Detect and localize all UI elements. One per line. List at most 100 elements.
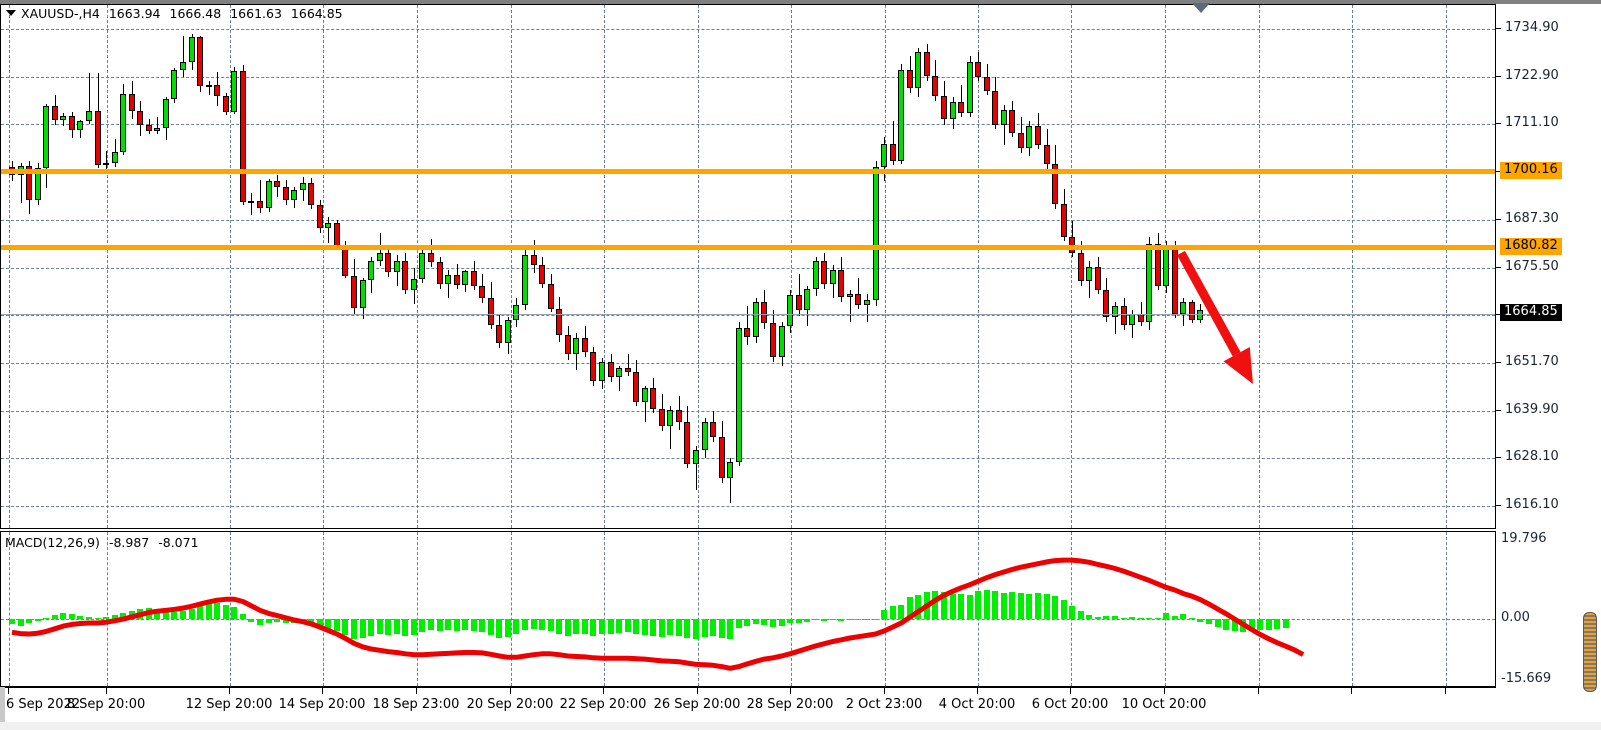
candle-body-bullish bbox=[873, 166, 879, 301]
candle-body-bullish bbox=[60, 115, 66, 120]
candle-body-bearish bbox=[590, 352, 596, 382]
macd-histogram-bar bbox=[779, 619, 785, 627]
candle-wick bbox=[21, 162, 22, 204]
macd-histogram-bar bbox=[342, 619, 348, 635]
candle-body-bearish bbox=[684, 422, 690, 465]
triangle-down-icon[interactable] bbox=[6, 10, 16, 16]
price-level-tag[interactable]: 1680.82 bbox=[1500, 238, 1562, 255]
macd-histogram-bar bbox=[932, 590, 938, 620]
time-axis-rule bbox=[0, 687, 1496, 688]
price-chart-pane[interactable] bbox=[0, 4, 1496, 529]
macd-histogram-bar bbox=[761, 619, 767, 626]
time-axis-left-edge bbox=[0, 687, 5, 722]
candle-body-bullish bbox=[1112, 305, 1118, 317]
macd-histogram-bar bbox=[967, 595, 973, 620]
macd-histogram-bar bbox=[248, 619, 254, 622]
price-axis-label: 1651.70 bbox=[1505, 354, 1559, 369]
macd-histogram-bar bbox=[1189, 618, 1195, 620]
macd-histogram-bar bbox=[1078, 611, 1084, 620]
axis-tick bbox=[1496, 410, 1501, 411]
gridline-vertical bbox=[1352, 532, 1353, 686]
macd-histogram-bar bbox=[9, 619, 15, 625]
time-axis-label: 20 Sep 20:00 bbox=[466, 697, 554, 712]
candle-body-bearish bbox=[471, 271, 477, 286]
price-axis-label: 1675.50 bbox=[1505, 259, 1559, 274]
macd-signal-line bbox=[11, 557, 1305, 671]
macd-histogram-bar bbox=[548, 619, 554, 632]
macd-axis-label: -15.669 bbox=[1501, 671, 1552, 686]
candle-body-bullish bbox=[189, 36, 195, 63]
scrollbar-thumb[interactable] bbox=[1583, 612, 1597, 692]
macd-histogram-bar bbox=[1163, 612, 1169, 620]
candle-body-bearish bbox=[1189, 302, 1195, 321]
candle-body-bearish bbox=[1052, 164, 1058, 205]
candle-body-bullish bbox=[300, 182, 306, 190]
candle-body-bullish bbox=[1180, 302, 1186, 314]
candle-body-bearish bbox=[317, 205, 323, 228]
time-axis-label: 12 Sep 20:00 bbox=[185, 697, 273, 712]
bearish-arrow[interactable] bbox=[1, 5, 1495, 528]
candle-body-bearish bbox=[1061, 204, 1067, 238]
resistance-level[interactable] bbox=[1, 169, 1495, 174]
macd-histogram-bar bbox=[1052, 596, 1058, 620]
gridline-vertical bbox=[1165, 532, 1166, 686]
macd-histogram-bar bbox=[471, 619, 477, 632]
macd-histogram-bar bbox=[1035, 592, 1041, 620]
gridline-vertical bbox=[791, 532, 792, 686]
candle-wick bbox=[328, 217, 329, 243]
price-axis[interactable]: 1734.901722.901711.101699.301687.301675.… bbox=[1496, 4, 1601, 529]
gridline-vertical bbox=[511, 5, 512, 528]
macd-histogram-bar bbox=[1274, 619, 1280, 629]
axis-tick bbox=[1496, 362, 1501, 363]
candle-body-bearish bbox=[770, 323, 776, 358]
macd-histogram-bar bbox=[257, 619, 263, 626]
candle-body-bullish bbox=[1026, 125, 1032, 149]
macd-histogram-bar bbox=[1266, 619, 1272, 630]
macd-histogram-bar bbox=[26, 619, 32, 624]
candle-body-bearish bbox=[1121, 305, 1127, 325]
gridline-horizontal bbox=[1, 458, 1495, 459]
macd-histogram-bar bbox=[103, 616, 109, 620]
gridline-vertical bbox=[230, 532, 231, 686]
macd-histogram-bar bbox=[112, 615, 118, 620]
candle-body-bearish bbox=[855, 293, 861, 305]
macd-histogram-bar bbox=[950, 593, 956, 620]
macd-histogram-bar bbox=[1206, 619, 1212, 625]
candle-body-bullish bbox=[736, 328, 742, 462]
object-anchor-icon[interactable] bbox=[1192, 3, 1210, 13]
time-axis-label: 6 Oct 20:00 bbox=[1031, 697, 1109, 712]
time-axis-label: 22 Sep 20:00 bbox=[559, 697, 647, 712]
macd-histogram-bar bbox=[770, 619, 776, 627]
price-level-tag[interactable]: 1700.16 bbox=[1500, 162, 1562, 179]
macd-histogram-bar bbox=[1249, 619, 1255, 632]
macd-histogram-bar bbox=[77, 615, 83, 620]
price-axis-label: 1734.90 bbox=[1505, 20, 1559, 35]
support-level[interactable] bbox=[1, 245, 1495, 250]
macd-histogram-bar bbox=[1009, 591, 1015, 620]
time-axis-label: 14 Sep 20:00 bbox=[278, 697, 366, 712]
gridline-horizontal bbox=[1, 363, 1495, 364]
vertical-scrollbar[interactable] bbox=[1583, 612, 1597, 692]
candle-body-bullish bbox=[753, 301, 759, 338]
candle-body-bullish bbox=[360, 279, 366, 309]
candle-body-bearish bbox=[556, 308, 562, 336]
macd-histogram-bar bbox=[351, 619, 357, 640]
candle-body-bullish bbox=[163, 99, 169, 128]
candle-body-bullish bbox=[445, 275, 451, 284]
gridline-vertical bbox=[1446, 5, 1447, 528]
macd-histogram-bar bbox=[385, 619, 391, 635]
macd-histogram-bar bbox=[830, 619, 836, 621]
candle-wick bbox=[696, 446, 697, 490]
candle-body-bearish bbox=[838, 269, 844, 297]
macd-axis[interactable]: 19.796 0.00 -15.669 bbox=[1496, 531, 1601, 687]
macd-histogram-bar bbox=[1095, 617, 1101, 620]
macd-value: -8.987 bbox=[108, 535, 150, 550]
macd-histogram-bar bbox=[223, 604, 229, 620]
macd-indicator-pane[interactable] bbox=[0, 531, 1496, 687]
macd-histogram-bar bbox=[821, 619, 827, 621]
macd-histogram-bar bbox=[1121, 618, 1127, 620]
candle-wick bbox=[893, 120, 894, 165]
candle-body-bearish bbox=[710, 422, 716, 437]
gridline-vertical bbox=[417, 5, 418, 528]
macd-histogram-bar bbox=[95, 618, 101, 620]
